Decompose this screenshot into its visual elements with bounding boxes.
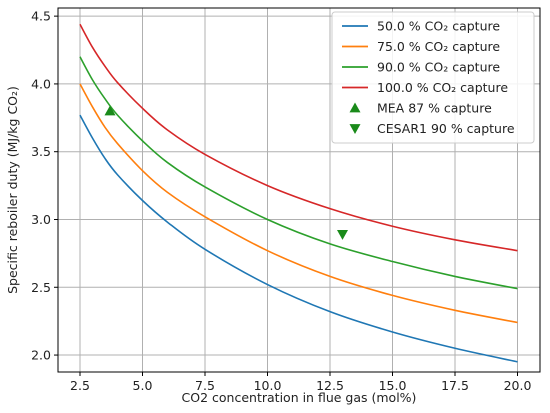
x-tick-label: 10.0 [254,378,282,393]
y-tick-label: 3.0 [31,212,51,227]
legend-entry: 50.0 % CO₂ capture [342,19,500,34]
legend-label: 50.0 % CO₂ capture [377,19,500,34]
legend-entry: CESAR1 90 % capture [349,121,515,136]
legend-label: 100.0 % CO₂ capture [377,80,508,95]
y-tick-label: 4.5 [31,9,51,24]
legend-label: CESAR1 90 % capture [377,121,515,136]
plot-frame [57,7,541,373]
y-axis-label: Specific reboiler duty (MJ/kg CO₂) [5,86,20,294]
x-tick-label: 7.5 [195,378,215,393]
x-tick-label: 15.0 [379,378,407,393]
point-markers [104,105,348,240]
series-line-4 [79,23,518,252]
cesar1-marker [337,229,348,240]
legend-label: 90.0 % CO₂ capture [377,60,500,75]
legend-triangle-down-icon [349,124,361,134]
x-tick-label: 2.5 [70,378,90,393]
series-line-2 [79,83,518,324]
legend-entry: 75.0 % CO₂ capture [342,39,500,54]
y-tick-label: 3.5 [31,144,51,159]
series-line-1 [79,114,518,363]
x-axis-label: CO2 concentration in flue gas (mol%) [182,390,417,405]
y-tick-label: 2.5 [31,280,51,295]
x-tick-label: 17.5 [441,378,469,393]
axis-ticks: 2.5 5.0 7.5 10.0 12.5 15.0 17.5 20.0 2.0 2.5 3.0 3.… [31,9,531,393]
legend-label: MEA 87 % capture [377,101,492,116]
legend-entry: 100.0 % CO₂ capture [342,80,508,95]
y-tick-label: 2.0 [31,348,51,363]
series-lines [79,23,518,363]
series-line-3 [79,56,518,290]
legend-box [331,11,535,144]
x-tick-label: 5.0 [133,378,153,393]
x-tick-label: 12.5 [316,378,344,393]
x-tick-label: 20.0 [504,378,532,393]
legend-label: 75.0 % CO₂ capture [377,39,500,54]
y-tick-label: 4.0 [31,76,51,91]
legend-triangle-up-icon [349,102,361,113]
legend: 50.0 % CO₂ capture 75.0 % CO₂ capture 90.0… [331,11,535,144]
legend-entry: MEA 87 % capture [349,101,492,116]
mea-marker [104,105,116,116]
legend-entry: 90.0 % CO₂ capture [342,60,500,75]
